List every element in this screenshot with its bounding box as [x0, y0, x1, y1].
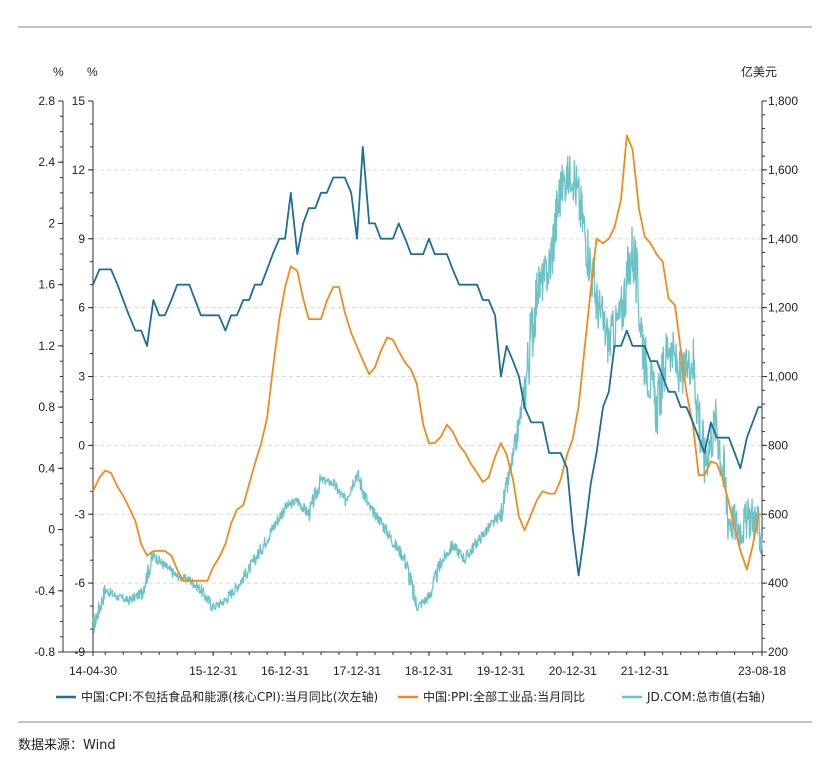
left-inner-unit: % [87, 65, 98, 79]
right-tick-label: 400 [768, 576, 788, 590]
left-inner-tick-label: 3 [78, 370, 85, 384]
x-tick-label: 18-12-31 [405, 664, 453, 678]
x-tick-label: 17-12-31 [333, 664, 381, 678]
legend-item-jd-market-cap: JD.COM:总市值(右轴) [622, 689, 765, 704]
series-group [92, 134, 763, 634]
left-inner-tick-label: 6 [78, 301, 85, 315]
axes-group: 2.8 2.4 2 1.6 1.2 0.8 0.4 0 -0.4 -0.8 15 12 9 6 3 0 -3 -6… [34, 94, 798, 678]
left-inner-tick-label: -9 [74, 645, 85, 659]
series-line-jd-market-cap [92, 155, 763, 634]
left-inner-tick-label: 12 [72, 163, 86, 177]
left-outer-tick-label: 1.2 [38, 339, 55, 353]
series-line-ppi [92, 134, 762, 582]
legend-label: 中国:PPI:全部工业品:当月同比 [423, 689, 585, 704]
right-unit: 亿美元 [741, 64, 777, 79]
right-tick-label: 600 [768, 507, 788, 521]
left-outer-tick-label: -0.8 [34, 645, 55, 659]
series-line-core-cpi [92, 146, 762, 577]
legend-item-ppi: 中国:PPI:全部工业品:当月同比 [398, 689, 585, 704]
left-inner-tick-label: -3 [74, 507, 85, 521]
left-outer-tick-label: 0.4 [38, 461, 55, 475]
legend-label: 中国:CPI:不包括食品和能源(核心CPI):当月同比(次左轴) [81, 689, 378, 704]
right-tick-label: 800 [768, 438, 788, 452]
x-tick-label: 23-08-18 [738, 664, 786, 678]
left-outer-tick-label: 0 [48, 523, 55, 537]
right-tick-label: 1,200 [768, 301, 798, 315]
left-outer-tick-label: 1.6 [38, 278, 55, 292]
source-note: 数据来源：Wind [18, 738, 116, 753]
right-tick-label: 1,400 [768, 232, 798, 246]
left-inner-tick-label: 9 [78, 232, 85, 246]
left-outer-tick-label: 2 [48, 216, 55, 230]
right-tick-label: 1,600 [768, 163, 798, 177]
x-tick-label: 20-12-31 [549, 664, 597, 678]
legend-label: JD.COM:总市值(右轴) [646, 689, 765, 704]
left-outer-tick-label: 0.8 [38, 400, 55, 414]
right-tick-label: 200 [768, 645, 788, 659]
right-tick-label: 1,000 [768, 370, 798, 384]
left-inner-tick-label: 0 [78, 438, 85, 452]
left-outer-tick-label: 2.4 [38, 155, 55, 169]
x-tick-label: 15-12-31 [189, 664, 237, 678]
x-tick-label: 16-12-31 [261, 664, 309, 678]
left-outer-tick-label: 2.8 [38, 94, 55, 108]
right-tick-label: 1,800 [768, 94, 798, 108]
left-inner-tick-label: 15 [72, 94, 86, 108]
left-inner-tick-label: -6 [74, 576, 85, 590]
legend: 中国:CPI:不包括食品和能源(核心CPI):当月同比(次左轴) 中国:PPI:全… [56, 689, 765, 704]
x-tick-label: 19-12-31 [477, 664, 525, 678]
x-tick-label: 14-04-30 [69, 664, 117, 678]
left-outer-unit: % [53, 65, 64, 79]
left-outer-tick-label: -0.4 [34, 584, 55, 598]
x-tick-label: 21-12-31 [621, 664, 669, 678]
legend-item-core-cpi: 中国:CPI:不包括食品和能源(核心CPI):当月同比(次左轴) [56, 689, 378, 704]
